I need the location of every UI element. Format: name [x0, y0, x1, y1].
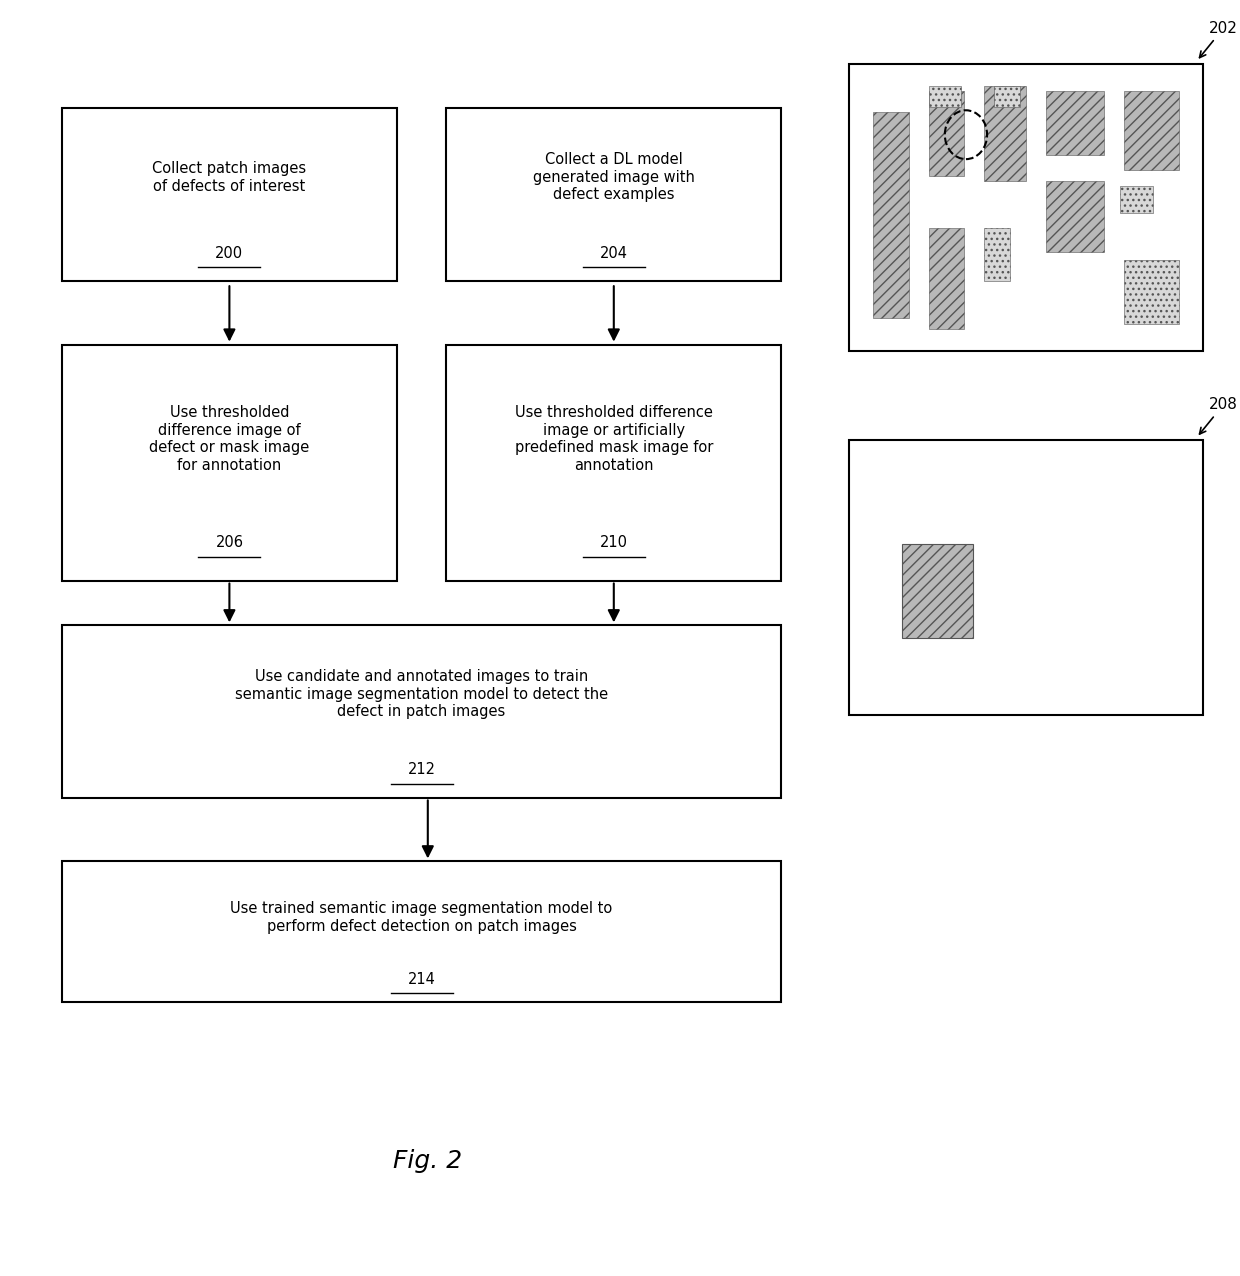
Bar — [929, 85, 961, 107]
Bar — [62, 345, 397, 581]
Text: 200: 200 — [216, 246, 243, 260]
Bar — [849, 440, 1203, 715]
Text: 208: 208 — [1199, 397, 1238, 434]
Text: 206: 206 — [216, 536, 243, 550]
Text: 204: 204 — [600, 246, 627, 260]
Bar — [62, 108, 397, 281]
Bar — [62, 861, 781, 1002]
Bar — [446, 108, 781, 281]
Bar — [993, 85, 1019, 107]
Bar — [1045, 181, 1104, 253]
Bar — [873, 112, 909, 318]
Text: 210: 210 — [600, 536, 627, 550]
Text: Use thresholded
difference image of
defect or mask image
for annotation: Use thresholded difference image of defe… — [149, 406, 310, 472]
Text: Use thresholded difference
image or artificially
predefined mask image for
annot: Use thresholded difference image or arti… — [515, 406, 713, 472]
Bar — [849, 64, 1203, 351]
Bar — [903, 545, 973, 638]
Bar — [1121, 186, 1153, 213]
Bar — [929, 228, 965, 329]
Bar — [62, 625, 781, 798]
Text: Use trained semantic image segmentation model to
perform defect detection on pat: Use trained semantic image segmentation … — [231, 901, 613, 934]
Text: Collect patch images
of defects of interest: Collect patch images of defects of inter… — [153, 161, 306, 194]
Text: Use candidate and annotated images to train
semantic image segmentation model to: Use candidate and annotated images to tr… — [236, 669, 608, 720]
Text: Fig. 2: Fig. 2 — [393, 1150, 463, 1173]
Text: Collect a DL model
generated image with
defect examples: Collect a DL model generated image with … — [533, 152, 694, 203]
Bar — [983, 228, 1009, 281]
Bar — [446, 345, 781, 581]
Bar — [1123, 91, 1179, 171]
Bar — [929, 91, 965, 176]
Text: 214: 214 — [408, 972, 435, 986]
Text: 212: 212 — [408, 763, 435, 777]
Bar — [983, 85, 1025, 181]
Text: 202: 202 — [1199, 20, 1238, 57]
Bar — [1045, 91, 1104, 154]
Bar — [1123, 260, 1179, 324]
